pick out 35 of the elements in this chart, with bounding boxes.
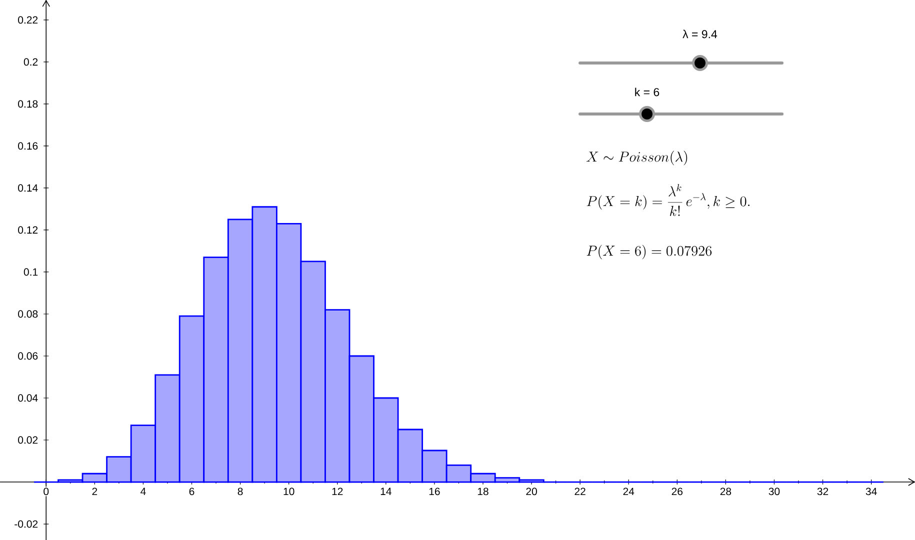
y-tick-label: -0.02 xyxy=(14,520,38,528)
x-tick-label: 18 xyxy=(478,488,488,496)
y-tick-label: 0.14 xyxy=(18,184,38,192)
x-tick-label: 26 xyxy=(672,488,683,496)
x-tick-label: 4 xyxy=(140,488,146,495)
x-tick-label: 34 xyxy=(866,488,877,496)
y-tick-label: 0.04 xyxy=(18,394,38,402)
y-tick-label: 0.16 xyxy=(18,142,38,150)
x-tick-label: 8 xyxy=(238,488,243,496)
annotation: λ = 9.4 xyxy=(682,30,718,38)
x-tick-label: 0 xyxy=(44,488,49,496)
x-tick-label: 10 xyxy=(284,488,294,496)
x-tick-label: 30 xyxy=(768,488,780,496)
y-tick-label: 0.18 xyxy=(18,100,38,108)
x-tick-label: 24 xyxy=(623,488,634,496)
x-tick-label: 14 xyxy=(380,488,392,495)
x-tick-label: 12 xyxy=(332,488,343,496)
annotation: $X \sim Poisson(\lambda)$ xyxy=(586,150,688,166)
y-tick-label: 0.1 xyxy=(24,268,38,276)
annotation: $P(X = 6) = 0.07926$ xyxy=(586,244,712,260)
y-tick-label: 0.06 xyxy=(18,352,38,360)
y-tick-label: 0.22 xyxy=(18,16,38,24)
x-tick-label: 22 xyxy=(574,488,586,496)
y-tick-label: 0.02 xyxy=(18,436,38,444)
y-tick-label: 0.2 xyxy=(24,58,38,66)
annotation: k = 6 xyxy=(635,88,660,96)
x-tick-label: 16 xyxy=(429,488,440,496)
x-tick-label: 32 xyxy=(817,488,828,496)
y-tick-label: 0.12 xyxy=(18,226,38,234)
y-tick-label: 0.08 xyxy=(18,310,38,318)
x-tick-label: 28 xyxy=(720,488,732,496)
annotation: $P(X = k) = \frac{\lambda^k}{k!}\, e^{-\lambda}, k \geq 0.$ xyxy=(586,184,750,216)
x-tick-label: 20 xyxy=(526,488,537,496)
x-tick-label: 6 xyxy=(189,488,194,496)
x-tick-label: 2 xyxy=(92,488,98,496)
